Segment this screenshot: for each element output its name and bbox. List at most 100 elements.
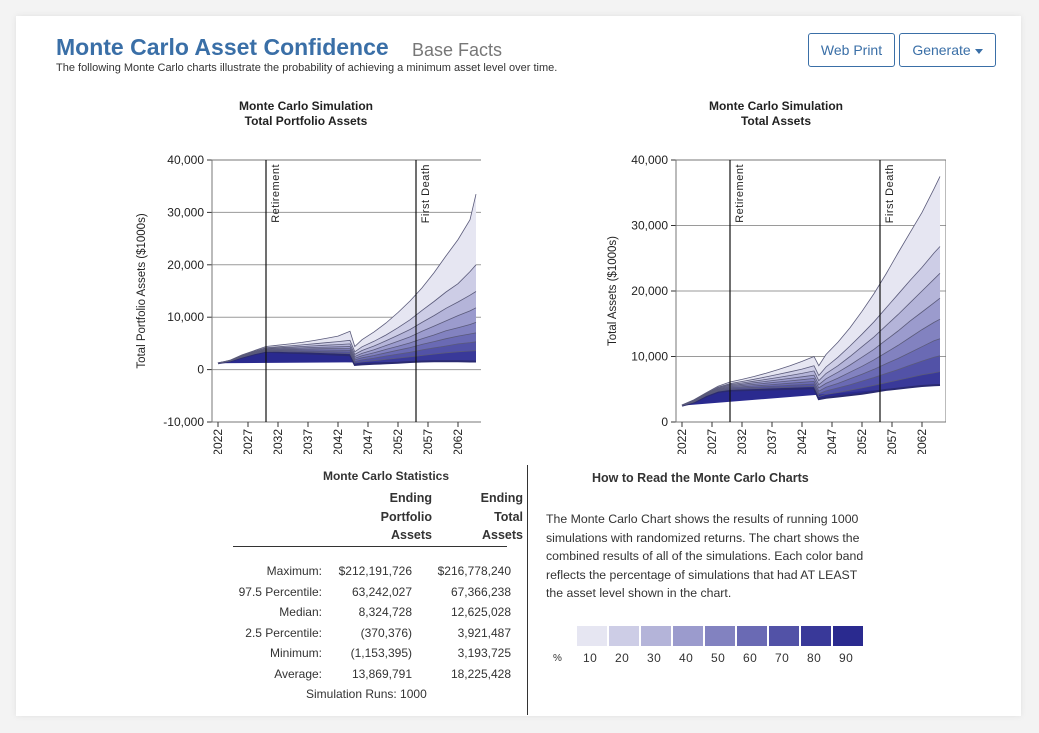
stats-title: Monte Carlo Statistics bbox=[322, 469, 450, 483]
x-tick-label: 2032 bbox=[735, 429, 749, 454]
x-tick-label: 2022 bbox=[675, 429, 689, 454]
x-tick-label: 2042 bbox=[795, 429, 809, 454]
x-tick-label: 2057 bbox=[421, 429, 435, 454]
legend-swatch bbox=[737, 626, 767, 646]
stats-row-portfolio-value: (1,153,395) bbox=[350, 646, 412, 660]
stats-col2-header-line: Assets bbox=[482, 528, 523, 542]
legend-swatch bbox=[801, 626, 831, 646]
stats-col1-header-line: Ending bbox=[389, 491, 432, 505]
legend-label: 30 bbox=[647, 651, 662, 665]
stats-header-divider bbox=[233, 546, 507, 547]
band-50-line bbox=[681, 318, 941, 406]
chart-title-line: Monte Carlo Simulation bbox=[709, 99, 843, 113]
stats-row-median: Median: 8,324,728 12,625,028 bbox=[231, 605, 511, 625]
legend-label: 40 bbox=[679, 651, 694, 665]
stats-col1-header-line: Portfolio bbox=[380, 509, 432, 524]
y-tick-label: 30,000 bbox=[167, 205, 204, 219]
band-60-line bbox=[217, 332, 477, 364]
stats-col2-header-line: Ending bbox=[480, 491, 523, 505]
y-tick-label: 10,000 bbox=[631, 350, 668, 364]
stats-row-portfolio-value: 8,324,728 bbox=[358, 605, 412, 619]
page-description: The following Monte Carlo charts illustr… bbox=[56, 62, 558, 74]
band-80-area bbox=[682, 371, 940, 406]
report-card: Monte Carlo Asset Confidence Base Facts … bbox=[16, 16, 1021, 716]
band-30-line bbox=[681, 273, 941, 406]
band-70-area bbox=[682, 355, 940, 406]
y-tick-label: 40,000 bbox=[167, 153, 204, 167]
legend-swatch bbox=[641, 626, 671, 646]
x-tick-label: 2032 bbox=[271, 429, 285, 454]
band-20-line bbox=[217, 264, 477, 364]
legend-label: 10 bbox=[583, 651, 598, 665]
stats-row-total-value: 12,625,028 bbox=[450, 605, 511, 619]
stats-row-portfolio-value: 63,242,027 bbox=[351, 585, 412, 599]
y-tick-label: 0 bbox=[661, 415, 668, 429]
legend-label: 90 bbox=[839, 651, 854, 665]
stats-row-total-value: 3,193,725 bbox=[457, 646, 511, 660]
stats-row-minimum: Minimum: (1,153,395) 3,193,725 bbox=[231, 646, 511, 666]
legend-label: 20 bbox=[615, 651, 630, 665]
plot-frame bbox=[675, 159, 946, 423]
y-tick-label: 40,000 bbox=[631, 153, 668, 167]
legend-swatch bbox=[705, 626, 735, 646]
band-70-line bbox=[681, 355, 941, 406]
band-70-line bbox=[217, 341, 477, 364]
chart-title-line: Total Portfolio Assets bbox=[245, 114, 368, 128]
band-20-area bbox=[218, 264, 476, 364]
legend-swatch bbox=[673, 626, 703, 646]
y-tick-label: 30,000 bbox=[631, 219, 668, 233]
chart-title-line: Monte Carlo Simulation bbox=[239, 99, 373, 113]
howto-title: How to Read the Monte Carlo Charts bbox=[592, 471, 809, 485]
simulation-runs: Simulation Runs: 1000 bbox=[306, 687, 427, 701]
stats-row-average: Average: 13,869,791 18,225,428 bbox=[231, 667, 511, 687]
band-10-line bbox=[217, 194, 477, 364]
stats-row-label: Median: bbox=[279, 605, 322, 619]
generate-button[interactable]: Generate bbox=[899, 33, 996, 67]
band-60-line bbox=[681, 338, 941, 406]
legend-label: 70 bbox=[775, 651, 790, 665]
stats-row-label: Average: bbox=[274, 667, 322, 681]
x-tick-label: 2052 bbox=[855, 429, 869, 454]
y-tick-label: 0 bbox=[197, 363, 204, 377]
y-axis-label: Total Assets ($1000s) bbox=[607, 236, 619, 346]
x-tick-label: 2022 bbox=[211, 429, 225, 454]
event-line-label: Retirement bbox=[270, 164, 282, 223]
y-tick-label: 20,000 bbox=[631, 284, 668, 298]
band-60-area bbox=[682, 338, 940, 406]
x-tick-label: 2027 bbox=[705, 429, 719, 454]
band-30-line bbox=[217, 291, 477, 364]
howto-text: The Monte Carlo Chart shows the results … bbox=[546, 512, 864, 600]
web-print-button[interactable]: Web Print bbox=[808, 33, 895, 67]
stats-row-total-value: $216,778,240 bbox=[437, 564, 511, 578]
x-tick-label: 2047 bbox=[825, 429, 839, 454]
stats-row-label: 2.5 Percentile: bbox=[245, 626, 322, 640]
band-70-area bbox=[218, 341, 476, 364]
stats-col1-header: Ending Portfolio Assets bbox=[381, 489, 432, 545]
stats-row-label: Maximum: bbox=[266, 564, 322, 578]
generate-label: Generate bbox=[912, 42, 971, 58]
y-tick-label: 20,000 bbox=[167, 258, 204, 272]
stats-row-portfolio-value: 13,869,791 bbox=[351, 667, 412, 681]
stats-row-portfolio-value: (370,376) bbox=[360, 626, 412, 640]
band-50-line bbox=[217, 322, 477, 364]
band-10-line bbox=[681, 176, 941, 406]
band-50-area bbox=[218, 322, 476, 364]
legend-percent-symbol: % bbox=[553, 653, 563, 664]
legend-swatch bbox=[833, 626, 863, 646]
legend-swatch bbox=[609, 626, 639, 646]
band-40-line bbox=[681, 297, 941, 406]
x-tick-label: 2037 bbox=[765, 429, 779, 454]
stats-row-portfolio-value: $212,191,726 bbox=[338, 564, 412, 578]
legend-label: 60 bbox=[743, 651, 758, 665]
stats-row-97-5-percentile: 97.5 Percentile: 63,242,027 67,366,238 bbox=[231, 585, 511, 605]
y-axis-label: Total Portfolio Assets ($1000s) bbox=[136, 213, 148, 368]
band-10-area bbox=[682, 176, 940, 405]
event-line-label: First Death bbox=[884, 164, 896, 223]
event-line-label: Retirement bbox=[734, 164, 746, 223]
band-80-line bbox=[681, 371, 941, 406]
band-80-line bbox=[217, 350, 477, 364]
band-20-line bbox=[681, 246, 941, 406]
band-90-line bbox=[681, 384, 941, 407]
